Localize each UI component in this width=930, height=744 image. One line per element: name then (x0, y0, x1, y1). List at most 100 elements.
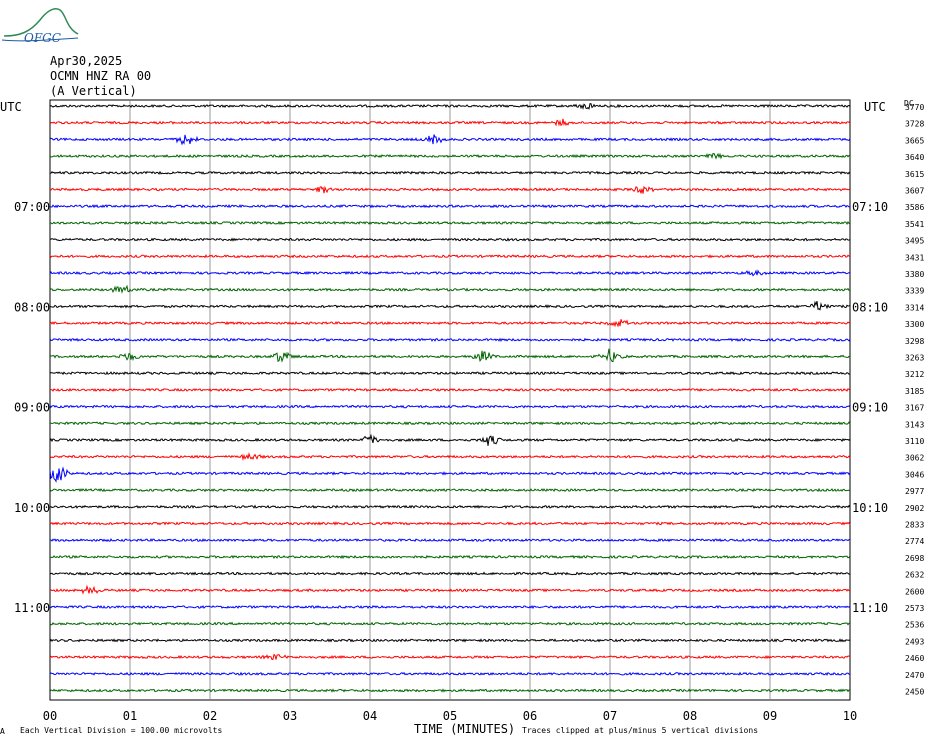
left-time-label: 09:00 (14, 401, 50, 415)
seismic-trace (49, 387, 851, 393)
seismic-trace (49, 185, 851, 194)
dc-value-label: 3640 (905, 153, 924, 162)
label-group: 00 01 02 03 04 05 06 07 08 09 10 3770 3728 3665 3640 36… (14, 103, 924, 723)
seismic-trace (49, 284, 851, 294)
dc-value-label: 3541 (905, 220, 924, 229)
right-time-label: 10:10 (852, 501, 888, 515)
trace-group (49, 103, 851, 693)
seismic-trace (49, 671, 851, 676)
seismic-trace (49, 337, 851, 343)
dc-value-label: 3212 (905, 370, 924, 379)
seismic-trace (49, 466, 851, 483)
dc-value-label: 2774 (905, 537, 924, 546)
seismic-trace (49, 371, 851, 376)
dc-value-label: 2460 (905, 654, 924, 663)
dc-value-label: 3607 (905, 187, 924, 196)
seismic-trace (49, 688, 851, 693)
dc-value-label: 2977 (905, 487, 924, 496)
dc-value-label: 3062 (905, 454, 924, 463)
right-time-label: 11:10 (852, 601, 888, 615)
seismic-trace (49, 404, 851, 409)
dc-value-label: 3298 (905, 337, 924, 346)
seismic-trace (49, 319, 851, 328)
seismic-trace (49, 254, 851, 259)
left-time-label: 11:00 (14, 601, 50, 615)
dc-value-label: 2470 (905, 671, 924, 680)
dc-value-label: 3339 (905, 287, 924, 296)
x-tick-label: 07 (603, 709, 617, 723)
seismic-trace (49, 504, 851, 509)
seismic-trace (49, 421, 851, 426)
right-time-label: 08:10 (852, 300, 888, 314)
seismic-trace (49, 300, 851, 311)
seismic-trace (49, 538, 851, 543)
dc-value-label: 3586 (905, 203, 924, 212)
seismic-trace (49, 487, 851, 493)
seismic-trace (49, 621, 851, 626)
x-tick-label: 02 (203, 709, 217, 723)
station-label: OCMN HNZ RA 00 (50, 69, 152, 83)
dc-value-label: 3495 (905, 237, 924, 246)
clip-note: Traces clipped at plus/minus 5 vertical … (522, 726, 758, 735)
right-time-label: 07:10 (852, 200, 888, 214)
dc-value-label: 2600 (905, 587, 924, 596)
component-label: (A Vertical) (50, 84, 137, 98)
seismic-trace (49, 433, 851, 446)
dc-value-label: 3431 (905, 253, 924, 262)
x-tick-label: 04 (363, 709, 377, 723)
x-tick-label: 00 (43, 709, 57, 723)
x-tick-label: 05 (443, 709, 457, 723)
dc-value-label: 3665 (905, 136, 924, 145)
seismic-trace (49, 152, 851, 160)
x-tick-label: 06 (523, 709, 537, 723)
dc-value-label: 2536 (905, 621, 924, 630)
date-label: Apr30,2025 (50, 54, 123, 68)
x-tick-label: 08 (683, 709, 697, 723)
right-utc-label: UTC (864, 100, 886, 114)
dc-value-label: 3770 (905, 103, 924, 112)
x-tick-label: 09 (763, 709, 777, 723)
seismic-trace (49, 451, 851, 461)
dc-value-label: 2902 (905, 504, 924, 513)
logo-text: OFGC (24, 31, 61, 44)
x-tick-label: 10 (843, 709, 857, 723)
dc-value-label: 2573 (905, 604, 924, 613)
right-time-label: 09:10 (852, 401, 888, 415)
left-time-label: 07:00 (14, 200, 50, 214)
dc-value-label: 3314 (905, 303, 924, 312)
left-time-label: 10:00 (14, 501, 50, 515)
seismic-trace (49, 237, 851, 242)
seismic-trace (49, 269, 851, 277)
seismic-trace (49, 103, 851, 110)
dc-value-label: 2698 (905, 554, 924, 563)
seismic-trace (49, 118, 851, 127)
x-axis-title: TIME (MINUTES) (414, 722, 515, 736)
seismic-trace (49, 220, 851, 226)
dc-value-label: 3110 (905, 437, 924, 446)
ofgc-logo: OFGC (1, 8, 79, 44)
dc-value-label: 3263 (905, 354, 924, 363)
dc-value-label: 3380 (905, 270, 924, 279)
seismic-trace (49, 571, 851, 576)
vertical-division-note: Each Vertical Division = 100.00 microvol… (20, 726, 222, 735)
dc-value-label: 2493 (905, 637, 924, 646)
seismic-trace (49, 604, 851, 610)
x-tick-label: 01 (123, 709, 137, 723)
x-tick-label: 03 (283, 709, 297, 723)
left-time-label: 08:00 (14, 300, 50, 314)
dc-value-label: 3046 (905, 470, 924, 479)
dc-value-label: 3615 (905, 170, 924, 179)
corner-mark: A (0, 727, 5, 736)
seismic-trace (49, 554, 851, 560)
grid (49, 99, 851, 701)
dc-value-label: 3143 (905, 420, 924, 429)
dc-value-label: 2833 (905, 521, 924, 530)
dc-value-label: 3185 (905, 387, 924, 396)
dc-value-label: 2632 (905, 571, 924, 580)
seismic-trace (49, 653, 851, 661)
seismic-trace (49, 638, 851, 643)
dc-value-label: 2450 (905, 688, 924, 697)
seismic-trace (49, 170, 851, 175)
dc-value-label: 3728 (905, 120, 924, 129)
dc-value-label: 3167 (905, 404, 924, 413)
